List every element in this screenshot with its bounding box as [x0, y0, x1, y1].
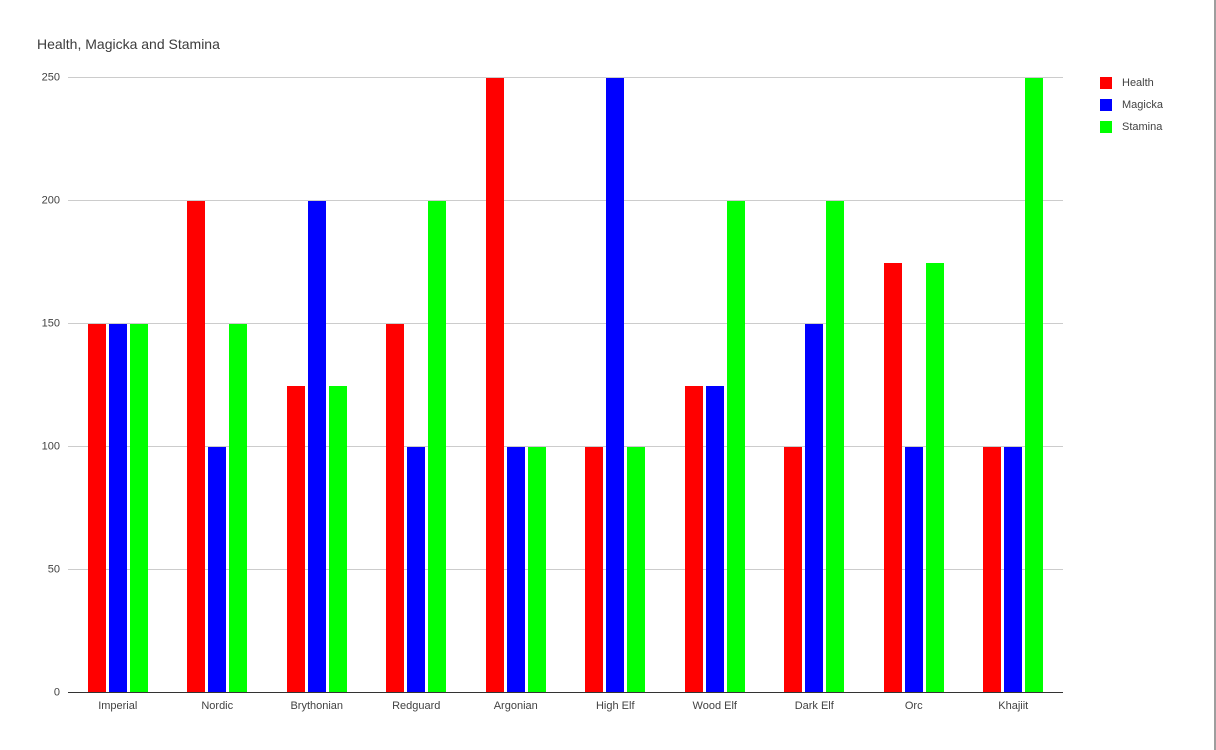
- x-tick-label-wood-elf: Wood Elf: [692, 700, 737, 712]
- y-tick-label-50: 50: [47, 563, 60, 576]
- legend-swatch-stamina: [1100, 121, 1112, 133]
- legend: Health Magicka Stamina: [1100, 77, 1163, 133]
- x-tick-label-nordic: Nordic: [201, 700, 234, 712]
- bar-magicka-wood-elf[interactable]: [705, 385, 724, 693]
- bar-magicka-argonian[interactable]: [506, 447, 525, 693]
- bar-magicka-khajiit[interactable]: [1004, 447, 1023, 693]
- bar-health-argonian[interactable]: [485, 78, 504, 693]
- bar-stamina-imperial[interactable]: [129, 324, 148, 693]
- bar-stamina-wood-elf[interactable]: [726, 201, 745, 693]
- y-tick-label-150: 150: [41, 317, 60, 330]
- gridline-150: [68, 323, 1063, 324]
- bar-group-high-elf: [566, 78, 666, 693]
- bar-health-dark-elf[interactable]: [784, 447, 803, 693]
- legend-swatch-magicka: [1100, 99, 1112, 111]
- bar-stamina-dark-elf[interactable]: [826, 201, 845, 693]
- x-axis: Imperial Nordic Brythonian Redguard Argonian…: [68, 700, 1063, 712]
- gridline-50: [68, 569, 1063, 570]
- bar-magicka-dark-elf[interactable]: [805, 324, 824, 693]
- legend-label-magicka: Magicka: [1122, 99, 1163, 111]
- gridline-100: [68, 446, 1063, 447]
- bar-health-redguard[interactable]: [386, 324, 405, 693]
- legend-label-health: Health: [1122, 77, 1154, 89]
- bar-group-imperial: [68, 78, 168, 693]
- bar-stamina-high-elf[interactable]: [627, 447, 646, 693]
- legend-item-stamina[interactable]: Stamina: [1100, 121, 1163, 133]
- plot-area: [68, 77, 1063, 693]
- bar-health-nordic[interactable]: [187, 201, 206, 693]
- bar-stamina-redguard[interactable]: [428, 201, 447, 693]
- x-tick-label-argonian: Argonian: [493, 700, 538, 712]
- bar-health-high-elf[interactable]: [585, 447, 604, 693]
- bar-magicka-redguard[interactable]: [407, 447, 426, 693]
- bar-magicka-imperial[interactable]: [108, 324, 127, 693]
- y-tick-label-0: 0: [53, 686, 60, 699]
- bar-stamina-brythonian[interactable]: [328, 385, 347, 693]
- x-tick-label-dark-elf: Dark Elf: [794, 700, 834, 712]
- gridline-250: [68, 77, 1063, 78]
- x-tick-label-imperial: Imperial: [98, 700, 138, 712]
- bar-group-brythonian: [267, 78, 367, 693]
- bar-group-wood-elf: [665, 78, 765, 693]
- bar-groups: [68, 78, 1063, 693]
- bar-stamina-khajiit[interactable]: [1025, 78, 1044, 693]
- legend-label-stamina: Stamina: [1122, 121, 1163, 133]
- x-tick-label-orc: Orc: [904, 700, 923, 712]
- bar-group-nordic: [168, 78, 268, 693]
- bar-group-dark-elf: [765, 78, 865, 693]
- chart-title: Health, Magicka and Stamina: [37, 36, 220, 52]
- x-tick-label-brythonian: Brythonian: [290, 700, 344, 712]
- bar-stamina-argonian[interactable]: [527, 447, 546, 693]
- bar-health-imperial[interactable]: [87, 324, 106, 693]
- bar-health-brythonian[interactable]: [286, 385, 305, 693]
- bar-group-khajiit: [964, 78, 1064, 693]
- bar-stamina-orc[interactable]: [925, 262, 944, 693]
- bar-group-orc: [864, 78, 964, 693]
- y-tick-label-200: 200: [41, 194, 60, 207]
- bar-health-khajiit[interactable]: [983, 447, 1002, 693]
- bar-stamina-nordic[interactable]: [229, 324, 248, 693]
- x-axis-line: [68, 692, 1063, 693]
- x-tick-label-redguard: Redguard: [392, 700, 441, 712]
- bar-magicka-brythonian[interactable]: [307, 201, 326, 693]
- y-tick-label-250: 250: [41, 71, 60, 84]
- legend-item-health[interactable]: Health: [1100, 77, 1163, 89]
- bar-group-argonian: [466, 78, 566, 693]
- x-tick-label-khajiit: Khajiit: [998, 700, 1029, 712]
- y-axis: 0 50 100 150 200 250: [0, 72, 60, 698]
- gridline-200: [68, 200, 1063, 201]
- legend-swatch-health: [1100, 77, 1112, 89]
- bar-health-orc[interactable]: [883, 262, 902, 693]
- y-tick-label-100: 100: [41, 440, 60, 453]
- bar-magicka-orc[interactable]: [904, 447, 923, 693]
- bar-magicka-nordic[interactable]: [208, 447, 227, 693]
- legend-item-magicka[interactable]: Magicka: [1100, 99, 1163, 111]
- bar-magicka-high-elf[interactable]: [606, 78, 625, 693]
- bar-health-wood-elf[interactable]: [684, 385, 703, 693]
- x-tick-label-high-elf: High Elf: [595, 700, 635, 712]
- bar-group-redguard: [367, 78, 467, 693]
